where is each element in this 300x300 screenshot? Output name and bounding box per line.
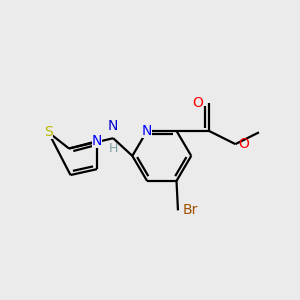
Text: Br: Br [182,203,198,218]
Text: O: O [238,137,249,151]
Text: N: N [142,124,152,138]
Text: N: N [92,134,102,148]
Text: H: H [109,142,118,155]
Text: N: N [108,119,119,133]
Text: O: O [192,96,203,110]
Text: S: S [44,125,53,139]
